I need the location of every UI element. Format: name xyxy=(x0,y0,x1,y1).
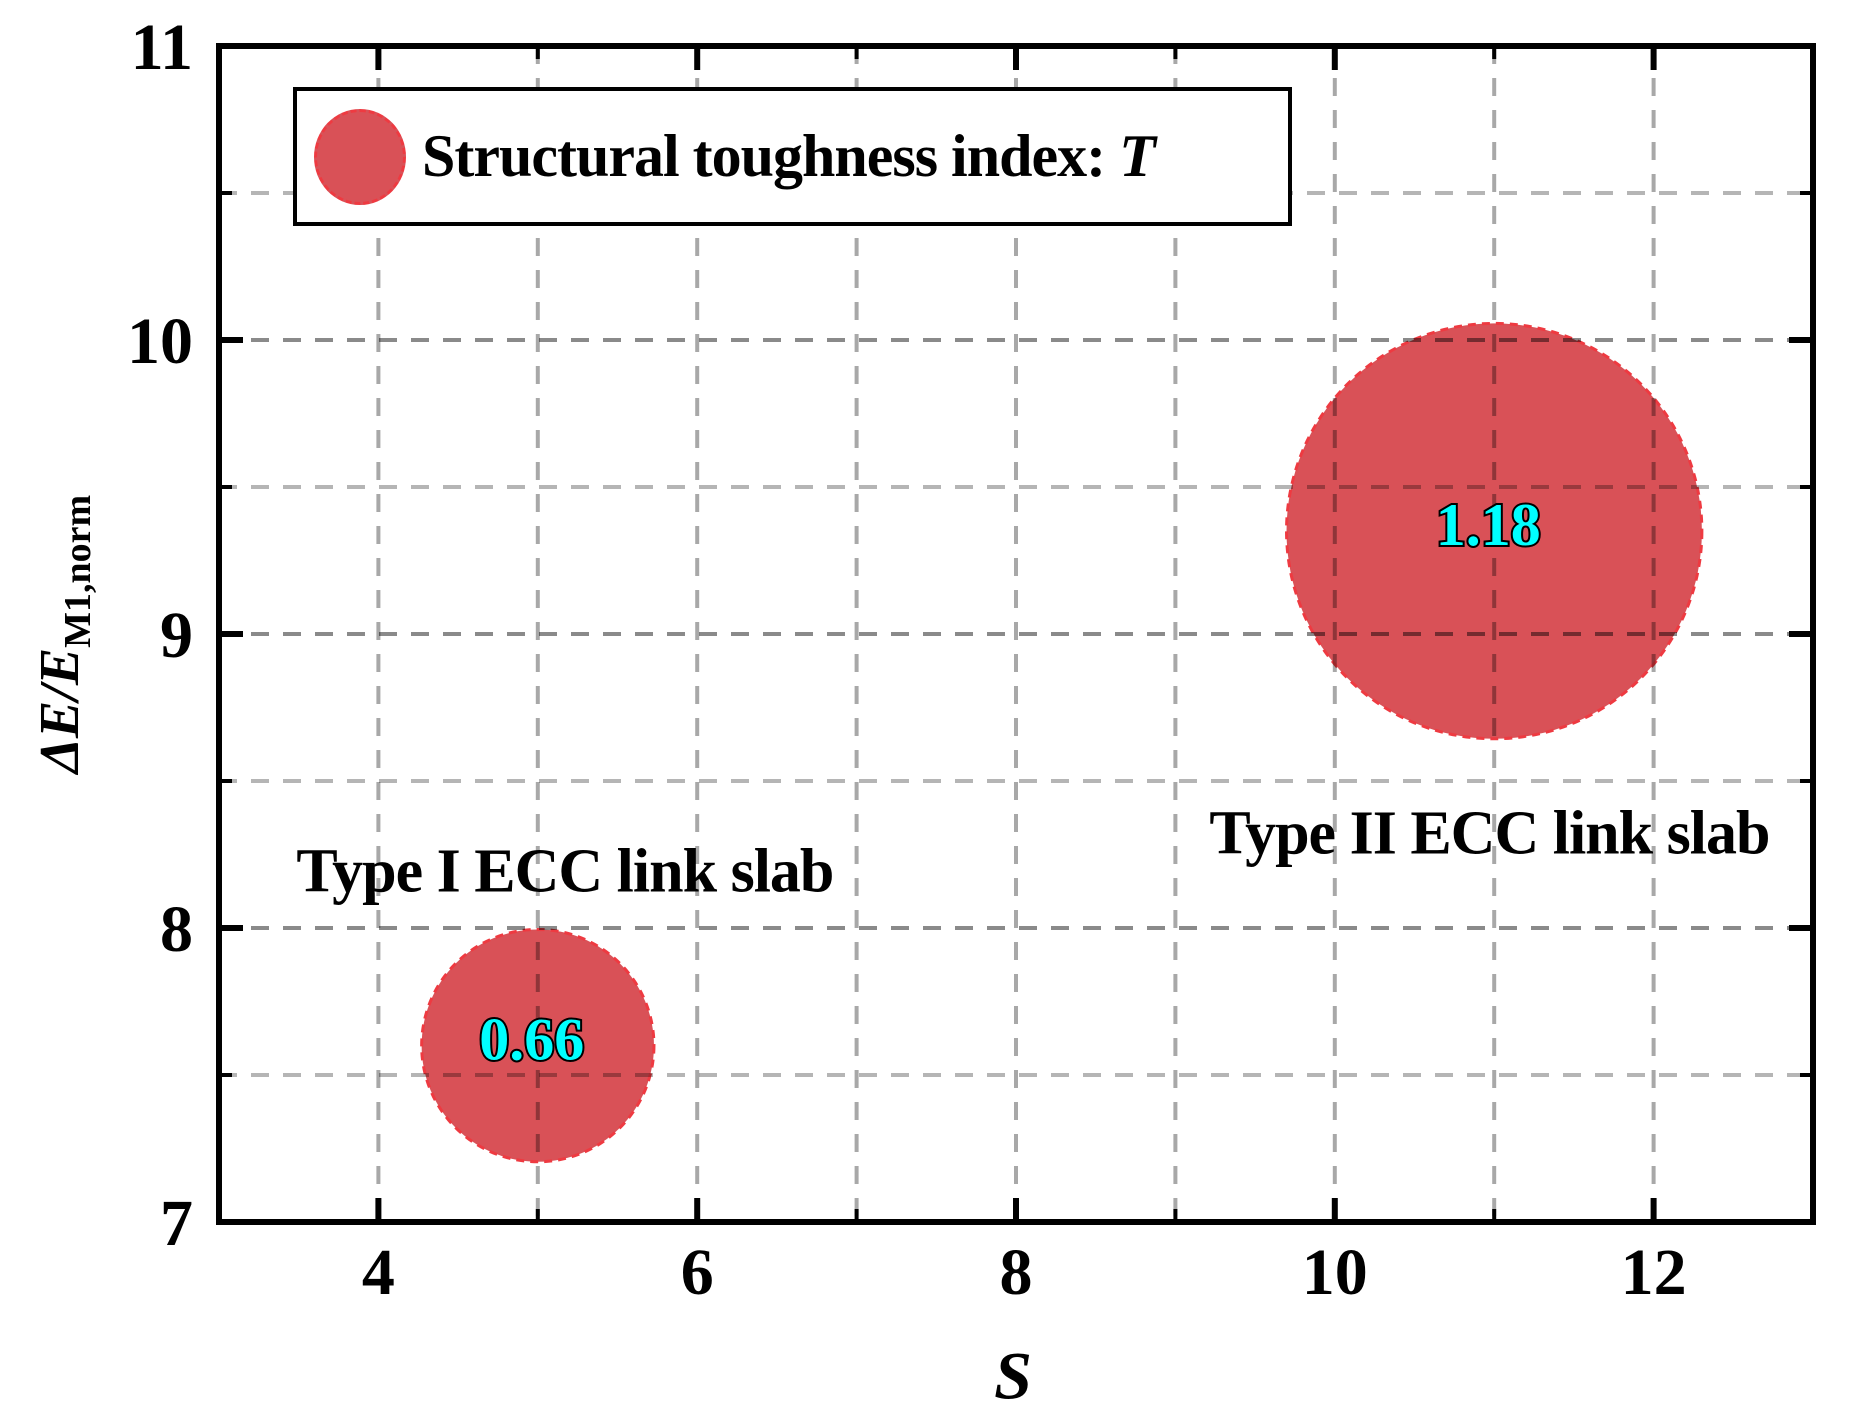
bubble-annotation: Type I ECC link slab xyxy=(296,837,834,906)
legend-label-text: Structural toughness index: xyxy=(422,123,1120,189)
y-tick-label: 7 xyxy=(160,1187,193,1260)
x-tick-label: 4 xyxy=(362,1236,395,1309)
legend-bubble-marker-icon xyxy=(314,108,406,205)
bubble-annotation: Type II ECC link slab xyxy=(1209,799,1770,868)
bubble-value-label: 1.18 xyxy=(1436,492,1541,558)
y-tick-label: 8 xyxy=(160,893,193,966)
y-tick-label: 9 xyxy=(160,599,193,672)
y-axis-title: ΔE/EM1,norm xyxy=(28,495,100,773)
y-axis-title-main: ΔE/E xyxy=(28,647,91,774)
x-tick-label: 10 xyxy=(1302,1236,1368,1309)
bubble xyxy=(420,927,656,1164)
y-tick-label: 11 xyxy=(131,11,193,84)
bubble-value-label: 0.66 xyxy=(479,1007,584,1073)
y-axis-title-subscript: M1,norm xyxy=(57,494,100,648)
y-tick-label: 10 xyxy=(127,305,193,378)
bubble xyxy=(1285,321,1704,741)
legend-label: Structural toughness index: T xyxy=(422,122,1156,191)
legend: Structural toughness index: T xyxy=(293,87,1292,226)
x-axis-title: S xyxy=(994,1337,1032,1414)
legend-label-symbol: T xyxy=(1119,123,1156,189)
x-tick-label: 12 xyxy=(1621,1236,1687,1309)
x-tick-label: 6 xyxy=(681,1236,714,1309)
x-tick-label: 8 xyxy=(1000,1236,1033,1309)
